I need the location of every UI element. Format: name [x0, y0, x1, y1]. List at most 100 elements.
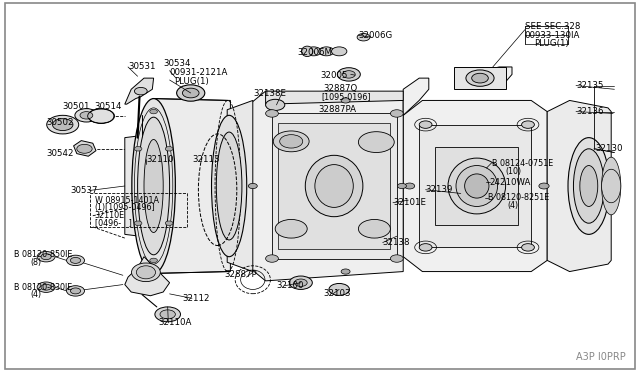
Circle shape: [294, 279, 307, 286]
Circle shape: [165, 147, 173, 151]
Text: 32103: 32103: [323, 289, 351, 298]
Circle shape: [248, 183, 257, 189]
Text: 30537: 30537: [70, 186, 98, 195]
Text: 00931-2121A: 00931-2121A: [170, 68, 228, 77]
Circle shape: [337, 68, 360, 81]
Text: 32138: 32138: [383, 238, 410, 247]
Text: (1)[1095-0496]: (1)[1095-0496]: [95, 203, 156, 212]
Circle shape: [341, 98, 350, 103]
Polygon shape: [454, 67, 506, 89]
Text: (4): (4): [31, 290, 42, 299]
Circle shape: [134, 147, 142, 151]
Circle shape: [266, 255, 278, 262]
Circle shape: [358, 132, 394, 153]
Text: (8): (8): [31, 258, 42, 267]
Text: 32100: 32100: [276, 281, 304, 290]
Text: SEE SEC.328: SEE SEC.328: [525, 22, 580, 31]
Circle shape: [539, 183, 549, 189]
Polygon shape: [419, 125, 531, 247]
Text: 32136: 32136: [576, 107, 604, 116]
Text: 30514: 30514: [95, 102, 122, 110]
Text: 32113: 32113: [192, 155, 220, 164]
Circle shape: [275, 219, 307, 238]
Polygon shape: [125, 78, 154, 104]
Text: 32006G: 32006G: [358, 31, 393, 40]
Polygon shape: [403, 78, 429, 115]
Circle shape: [319, 47, 334, 56]
Text: [0496-   ]: [0496- ]: [95, 218, 132, 227]
Polygon shape: [272, 113, 397, 259]
Circle shape: [80, 112, 93, 119]
Text: B 08120-850IE: B 08120-850IE: [14, 250, 72, 259]
Circle shape: [41, 284, 51, 290]
Circle shape: [522, 121, 534, 128]
Polygon shape: [435, 147, 518, 225]
Text: 32110A: 32110A: [159, 318, 192, 327]
Ellipse shape: [573, 149, 604, 223]
Text: 32005: 32005: [320, 71, 348, 80]
Polygon shape: [250, 91, 403, 281]
Text: 30531: 30531: [128, 62, 156, 71]
Text: 30542: 30542: [46, 149, 74, 158]
Text: B 08120-830IE: B 08120-830IE: [14, 283, 72, 292]
Circle shape: [390, 255, 403, 262]
Polygon shape: [547, 100, 611, 272]
Ellipse shape: [138, 117, 170, 255]
Circle shape: [419, 121, 432, 128]
Circle shape: [165, 221, 173, 225]
Circle shape: [47, 115, 79, 134]
Ellipse shape: [465, 174, 489, 198]
Circle shape: [306, 47, 321, 56]
Circle shape: [37, 282, 55, 292]
Text: 32101E: 32101E: [393, 198, 426, 207]
Circle shape: [77, 144, 92, 153]
Circle shape: [329, 283, 349, 295]
Circle shape: [332, 47, 347, 56]
Circle shape: [341, 269, 350, 274]
Text: 32112: 32112: [182, 294, 210, 303]
Text: 00933-130IA: 00933-130IA: [525, 31, 580, 40]
Circle shape: [472, 73, 488, 83]
Bar: [90, 193, 187, 227]
Circle shape: [177, 85, 205, 101]
Text: 32006M: 32006M: [298, 48, 333, 57]
Text: A3P I0PRP: A3P I0PRP: [576, 352, 626, 362]
Circle shape: [357, 33, 370, 41]
Polygon shape: [278, 123, 390, 249]
Text: (4): (4): [507, 201, 518, 210]
Text: 30501: 30501: [63, 102, 90, 110]
Text: B 08124-0751E: B 08124-0751E: [492, 159, 553, 168]
Circle shape: [134, 87, 147, 95]
Circle shape: [150, 109, 157, 114]
Circle shape: [75, 109, 98, 122]
Text: (10): (10): [506, 167, 522, 176]
Text: [1095-0196]: [1095-0196]: [321, 92, 371, 101]
Circle shape: [289, 276, 312, 289]
Circle shape: [37, 251, 55, 262]
Circle shape: [390, 110, 403, 117]
Circle shape: [466, 70, 494, 86]
Circle shape: [182, 88, 199, 98]
Circle shape: [342, 71, 355, 78]
Circle shape: [280, 135, 303, 148]
Text: 32139: 32139: [426, 185, 453, 194]
Ellipse shape: [315, 164, 353, 207]
Text: B 08120-8251E: B 08120-8251E: [488, 193, 549, 202]
Text: 24210WA: 24210WA: [490, 178, 531, 187]
Text: 30534: 30534: [163, 60, 191, 68]
Polygon shape: [266, 91, 403, 104]
Circle shape: [273, 131, 309, 152]
Ellipse shape: [305, 155, 363, 217]
Ellipse shape: [132, 263, 161, 282]
Circle shape: [134, 221, 142, 225]
Text: W 08915-1401A: W 08915-1401A: [95, 196, 159, 205]
Ellipse shape: [132, 99, 175, 273]
Circle shape: [266, 110, 278, 117]
Polygon shape: [467, 67, 512, 89]
Ellipse shape: [144, 140, 163, 232]
Polygon shape: [74, 141, 96, 156]
Ellipse shape: [301, 46, 313, 57]
Ellipse shape: [216, 132, 242, 240]
Ellipse shape: [602, 157, 621, 215]
Circle shape: [150, 258, 157, 263]
